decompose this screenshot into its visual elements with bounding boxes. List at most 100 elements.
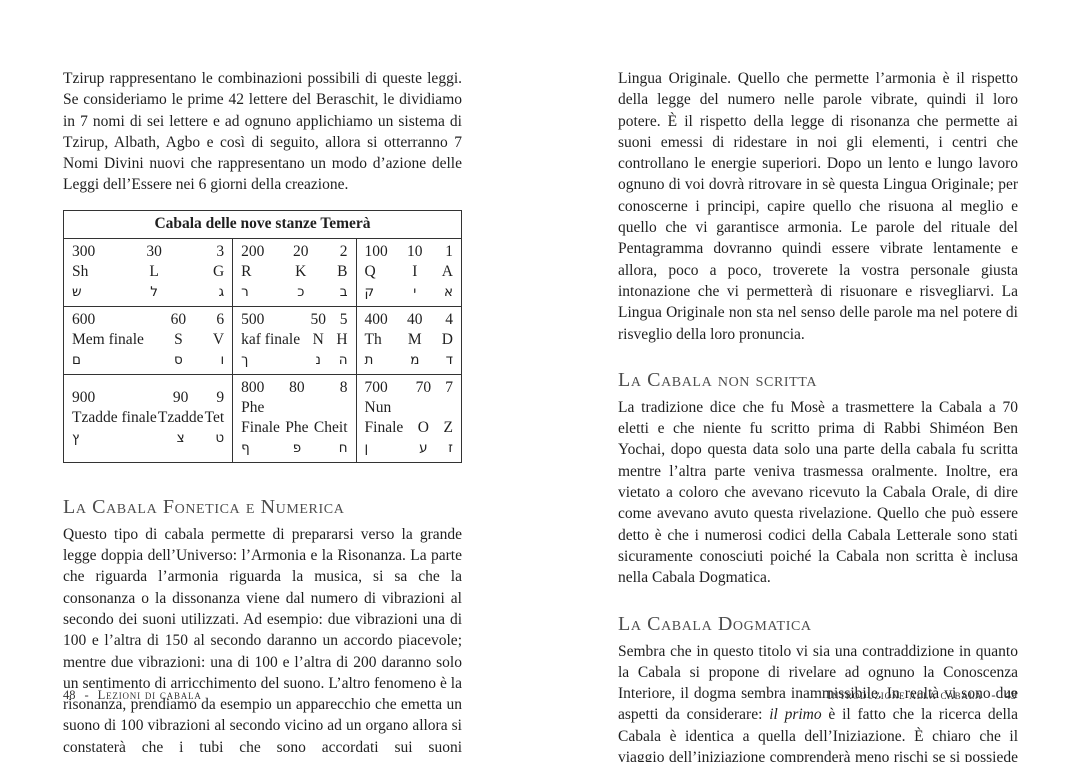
letter-name: M xyxy=(407,330,422,348)
hebrew-letter: ו xyxy=(220,351,225,368)
letter-value: 800 xyxy=(241,378,265,396)
letter-name: Phe Finale xyxy=(241,398,280,436)
letter-value: 60 xyxy=(170,310,187,328)
letter-value: 50 xyxy=(310,310,326,328)
table-row: 600 Mem finale ם 60 S ס 6 V ו 500 kaf finale ך 50 N נ 5… xyxy=(62,305,463,375)
hebrew-letter: ם xyxy=(72,351,81,368)
letter-entry: 80 Phe פ xyxy=(285,378,308,458)
letter-value: 40 xyxy=(407,310,423,328)
right-page-footer: Introduzione alla cabala - 49 xyxy=(827,688,1017,703)
letter-entry: 800 Phe Finale ף xyxy=(241,378,280,458)
letter-value: 90 xyxy=(172,388,189,406)
letter-name: H xyxy=(336,330,348,348)
letter-value: 700 xyxy=(364,378,388,396)
hebrew-letter: פ xyxy=(292,439,302,456)
letter-name: Cheit xyxy=(313,418,348,436)
hebrew-letter: א xyxy=(443,283,453,300)
table-cell: 600 Mem finale ם 60 S ס 6 V ו xyxy=(62,305,234,375)
letter-name: K xyxy=(295,262,307,280)
footer-separator: - xyxy=(84,688,89,702)
letter-value: 70 xyxy=(415,378,432,396)
letter-entry: 100 Q ק xyxy=(365,242,388,302)
letter-value: 1 xyxy=(445,242,453,260)
letter-value: 200 xyxy=(241,242,265,260)
table-cell: 800 Phe Finale ף 80 Phe פ 8 Cheit ח xyxy=(232,373,357,463)
letter-entry: 8 Cheit ח xyxy=(314,378,348,458)
letter-name: Tzadde finale xyxy=(72,408,157,426)
letter-name: kaf finale xyxy=(241,330,301,348)
table-cell: 900 Tzadde finale ץ 90 Tzadde צ 9 Tet ט xyxy=(62,373,234,463)
section-heading-fonetica: La Cabala Fonetica e Numerica xyxy=(63,495,345,518)
paragraph: Lingua Originale. Quello che permette l’… xyxy=(618,70,1018,343)
letter-name: Nun Finale xyxy=(364,398,404,436)
letter-entry: 200 R ר xyxy=(241,242,264,302)
letter-entry: 400 Th ת xyxy=(365,310,388,370)
hebrew-letter: ר xyxy=(241,283,249,300)
letter-entry: 500 kaf finale ך xyxy=(241,310,300,370)
letter-entry: 10 I י xyxy=(407,242,423,302)
hebrew-letter: ד xyxy=(445,351,453,368)
letter-entry: 9 Tet ט xyxy=(205,388,225,448)
table-title-row: Cabala delle nove stanze Temerà xyxy=(63,209,462,239)
hebrew-letter: ח xyxy=(338,439,348,456)
hebrew-letter: ג xyxy=(218,283,225,300)
hebrew-letter: ס xyxy=(174,351,183,368)
section-heading-non-scritta: La Cabala non scritta xyxy=(618,368,818,391)
letter-name: Tzadde xyxy=(157,408,204,426)
letter-value: 300 xyxy=(72,242,96,260)
letter-entry: 50 N נ xyxy=(310,310,326,370)
temura-table-body: Cabala delle nove stanze Temerà 300 Sh ש 30… xyxy=(62,209,463,463)
letter-name: B xyxy=(337,262,348,280)
hebrew-letter: ץ xyxy=(72,429,80,446)
hebrew-letter: ש xyxy=(72,283,82,300)
table-cell: 700 Nun Finale ן 70 O ע 7 Z ז xyxy=(355,373,463,463)
letter-value: 600 xyxy=(72,310,96,328)
paragraph: Sembra che in questo titolo vi sia una c… xyxy=(618,642,1018,762)
hebrew-letter: ה xyxy=(338,351,348,368)
page-number: 48 xyxy=(63,688,76,702)
table-cell: 100 Q ק 10 I י 1 A א xyxy=(355,237,463,307)
letter-value: 5 xyxy=(339,310,348,328)
hebrew-letter: ך xyxy=(241,351,249,368)
hebrew-letter: צ xyxy=(176,429,185,446)
hebrew-letter: ל xyxy=(150,283,158,300)
letter-entry: 900 Tzadde finale ץ xyxy=(72,388,157,448)
letter-entry: 70 O ע xyxy=(416,378,432,458)
letter-name: V xyxy=(212,330,225,348)
letter-name: Sh xyxy=(72,262,89,280)
letter-value: 30 xyxy=(146,242,162,260)
letter-entry: 300 Sh ש xyxy=(72,242,95,302)
letter-value: 100 xyxy=(364,242,388,260)
letter-name: Mem finale xyxy=(72,330,144,348)
letter-value: 7 xyxy=(445,378,453,396)
letter-value: 500 xyxy=(241,310,265,328)
running-title: Lezioni di cabala xyxy=(97,688,202,702)
table-title: Cabala delle nove stanze Temerà xyxy=(63,209,462,239)
temura-table: Cabala delle nove stanze Temerà 300 Sh ש 30… xyxy=(62,209,463,463)
hebrew-letter: ן xyxy=(364,439,369,456)
hebrew-letter: נ xyxy=(315,351,321,368)
table-row: 300 Sh ש 30 L ל 3 G ג 200 R ר 20 K כ 2 B ב 100 Q ק 10 I י 1 A א xyxy=(62,237,463,307)
running-title: Introduzione alla cabala xyxy=(827,688,983,702)
letter-value: 20 xyxy=(293,242,309,260)
letter-name: S xyxy=(174,330,183,348)
letter-name: A xyxy=(441,262,453,280)
letter-name: Phe xyxy=(285,418,309,436)
hebrew-letter: כ xyxy=(297,283,305,300)
letter-value: 4 xyxy=(445,310,453,328)
paragraph: Questo tipo di cabala permette di prepar… xyxy=(63,525,462,762)
letter-name: I xyxy=(412,262,418,280)
letter-name: R xyxy=(241,262,252,280)
paragraph: La tradizione dice che fu Mosè a trasmet… xyxy=(618,398,1018,587)
hebrew-letter: ע xyxy=(419,439,428,456)
hebrew-letter: ת xyxy=(364,351,374,368)
letter-entry: 90 Tzadde צ xyxy=(158,388,204,448)
